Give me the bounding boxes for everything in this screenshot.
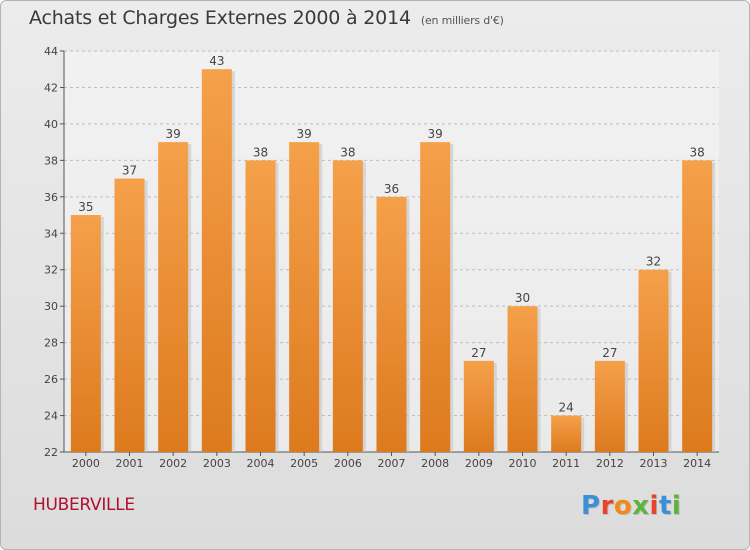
data-label: 39: [297, 127, 312, 141]
data-label: 36: [384, 182, 399, 196]
chart-title: Achats et Charges Externes 2000 à 2014 (e…: [29, 7, 504, 29]
chart-subtitle: (en milliers d'€): [420, 14, 504, 27]
bar: [551, 415, 582, 452]
y-tick-label: 34: [44, 227, 58, 240]
y-tick-label: 22: [44, 446, 58, 459]
y-tick-label: 36: [44, 191, 58, 204]
x-tick-label: 2011: [552, 457, 580, 470]
bar: [245, 160, 276, 452]
bar: [463, 360, 494, 452]
place-name: HUBERVILLE: [33, 495, 135, 515]
data-label: 43: [209, 54, 224, 68]
y-tick-label: 28: [44, 337, 58, 350]
y-tick-label: 26: [44, 373, 58, 386]
data-label: 30: [515, 291, 530, 305]
data-label: 32: [646, 255, 661, 269]
data-label: 39: [428, 127, 443, 141]
x-tick-label: 2003: [203, 457, 231, 470]
x-tick-label: 2006: [334, 457, 362, 470]
x-tick-label: 2002: [159, 457, 187, 470]
bar: [682, 160, 713, 452]
x-tick-label: 2009: [465, 457, 493, 470]
x-tick-label: 2008: [421, 457, 449, 470]
bar: [114, 178, 145, 452]
data-label: 24: [559, 401, 574, 415]
logo-letter: P: [581, 491, 601, 521]
bar: [289, 142, 320, 453]
x-tick-label: 2004: [247, 457, 275, 470]
x-tick-label: 2005: [290, 457, 318, 470]
data-label: 37: [122, 164, 137, 178]
y-tick-label: 44: [44, 45, 58, 58]
title-text: Achats et Charges Externes 2000 à 2014: [29, 7, 411, 29]
logo-letter: o: [613, 491, 633, 521]
y-tick-label: 42: [44, 81, 58, 94]
x-tick-label: 2012: [596, 457, 624, 470]
data-label: 39: [166, 127, 181, 141]
x-tick-label: 2010: [509, 457, 537, 470]
x-tick-label: 2001: [116, 457, 144, 470]
y-tick-label: 40: [44, 118, 58, 131]
y-tick-label: 24: [44, 410, 58, 423]
bar: [638, 269, 669, 452]
bar: [376, 196, 407, 452]
logo-letter: i: [671, 491, 682, 521]
bar: [201, 69, 232, 453]
logo-letter: x: [632, 491, 650, 521]
bar: [420, 142, 451, 453]
data-label: 35: [78, 200, 93, 214]
logo-letter: i: [649, 491, 659, 521]
bar: [594, 360, 625, 452]
x-tick-label: 2000: [72, 457, 100, 470]
bar: [70, 215, 101, 452]
data-label: 38: [340, 145, 355, 159]
y-tick-label: 32: [44, 264, 58, 277]
logo-letter: r: [600, 491, 614, 521]
x-tick-label: 2014: [683, 457, 711, 470]
logo-letter: t: [658, 491, 672, 521]
data-label: 27: [602, 346, 617, 360]
bar: [507, 306, 538, 452]
data-label: 38: [253, 145, 268, 159]
proxiti-logo: Proxiti: [581, 491, 681, 521]
data-label: 27: [471, 346, 486, 360]
bar: [158, 142, 189, 453]
y-tick-label: 38: [44, 154, 58, 167]
x-tick-label: 2007: [378, 457, 406, 470]
x-tick-label: 2013: [640, 457, 668, 470]
data-label: 38: [690, 145, 705, 159]
bar: [332, 160, 363, 452]
y-tick-label: 30: [44, 300, 58, 313]
